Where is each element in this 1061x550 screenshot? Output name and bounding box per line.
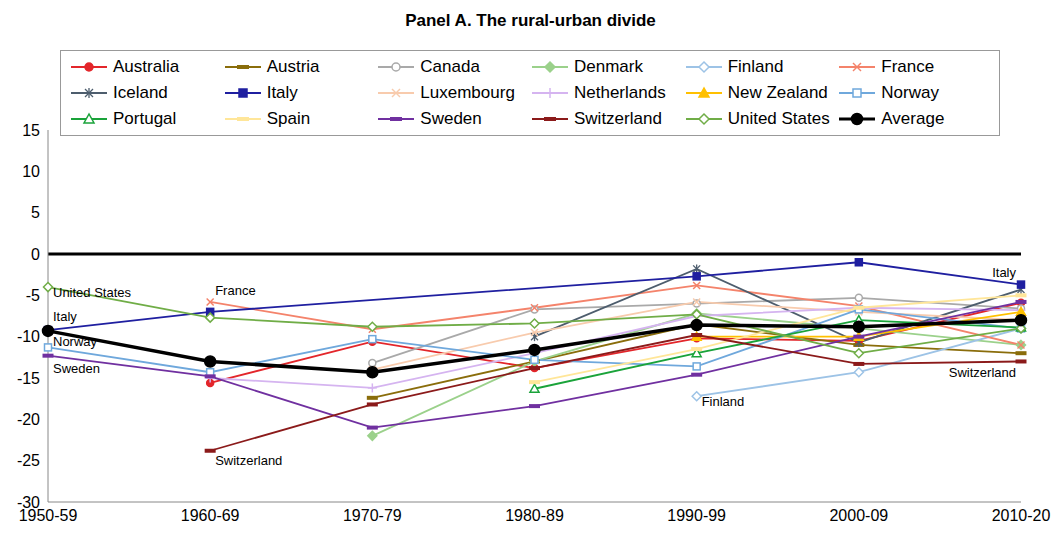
svg-text:-30: -30	[17, 494, 40, 511]
html-text:Netherlands: Netherlands	[574, 83, 666, 102]
html-text:Denmark: Denmark	[574, 57, 643, 76]
svg-text:2010-20: 2010-20	[992, 507, 1051, 524]
svg-text:1990-99: 1990-99	[667, 507, 726, 524]
svg-text:10: 10	[22, 163, 40, 180]
html-text:Finland: Finland	[727, 57, 784, 76]
html-text:Panel A. The rural-urban divid: Panel A. The rural-urban divide	[405, 11, 656, 30]
svg-text:Sweden: Sweden	[53, 361, 100, 376]
svg-text:5: 5	[31, 204, 40, 221]
html-text:France: France	[881, 57, 935, 76]
svg-text:-10: -10	[17, 328, 40, 345]
html-text:United States: United States	[727, 109, 830, 128]
html-text:Italy: Italy	[266, 83, 298, 102]
svg-text:1960-69: 1960-69	[181, 507, 240, 524]
svg-text:1980-89: 1980-89	[505, 507, 564, 524]
svg-text:Switzerland: Switzerland	[215, 453, 282, 468]
html-text:New Zealand: New Zealand	[727, 83, 828, 102]
svg-text:Italy: Italy	[992, 265, 1016, 280]
html-text:Portugal: Portugal	[113, 109, 177, 128]
svg-text:2000-09: 2000-09	[829, 507, 888, 524]
svg-text:0: 0	[31, 246, 40, 263]
html-text:Norway: Norway	[881, 83, 939, 102]
svg-text:1950-59: 1950-59	[18, 507, 78, 525]
html-text:Luxembourg: Luxembourg	[420, 83, 515, 102]
svg-text:Switzerland: Switzerland	[949, 365, 1016, 380]
html-text:Switzerland: Switzerland	[574, 109, 662, 128]
svg-text:-5: -5	[26, 287, 40, 304]
html-text:Spain: Spain	[266, 109, 311, 128]
html-text:Austria: Austria	[266, 57, 320, 76]
svg-text:Italy: Italy	[53, 309, 77, 324]
html-text:Australia: Australia	[113, 57, 180, 76]
svg-text:Finland: Finland	[702, 394, 745, 409]
html-text:Iceland: Iceland	[113, 83, 168, 102]
svg-text:15: 15	[22, 122, 40, 139]
html-text:Sweden: Sweden	[420, 109, 482, 128]
svg-text:Norway: Norway	[53, 334, 98, 349]
svg-text:-15: -15	[17, 370, 40, 387]
svg-text:1970-79: 1970-79	[343, 507, 402, 524]
svg-text:-25: -25	[17, 452, 40, 469]
html-text:Canada: Canada	[420, 57, 480, 76]
svg-text:United States: United States	[53, 285, 132, 300]
svg-text:-20: -20	[17, 411, 40, 428]
svg-text:France: France	[215, 283, 255, 298]
html-text:Average: Average	[881, 109, 945, 128]
